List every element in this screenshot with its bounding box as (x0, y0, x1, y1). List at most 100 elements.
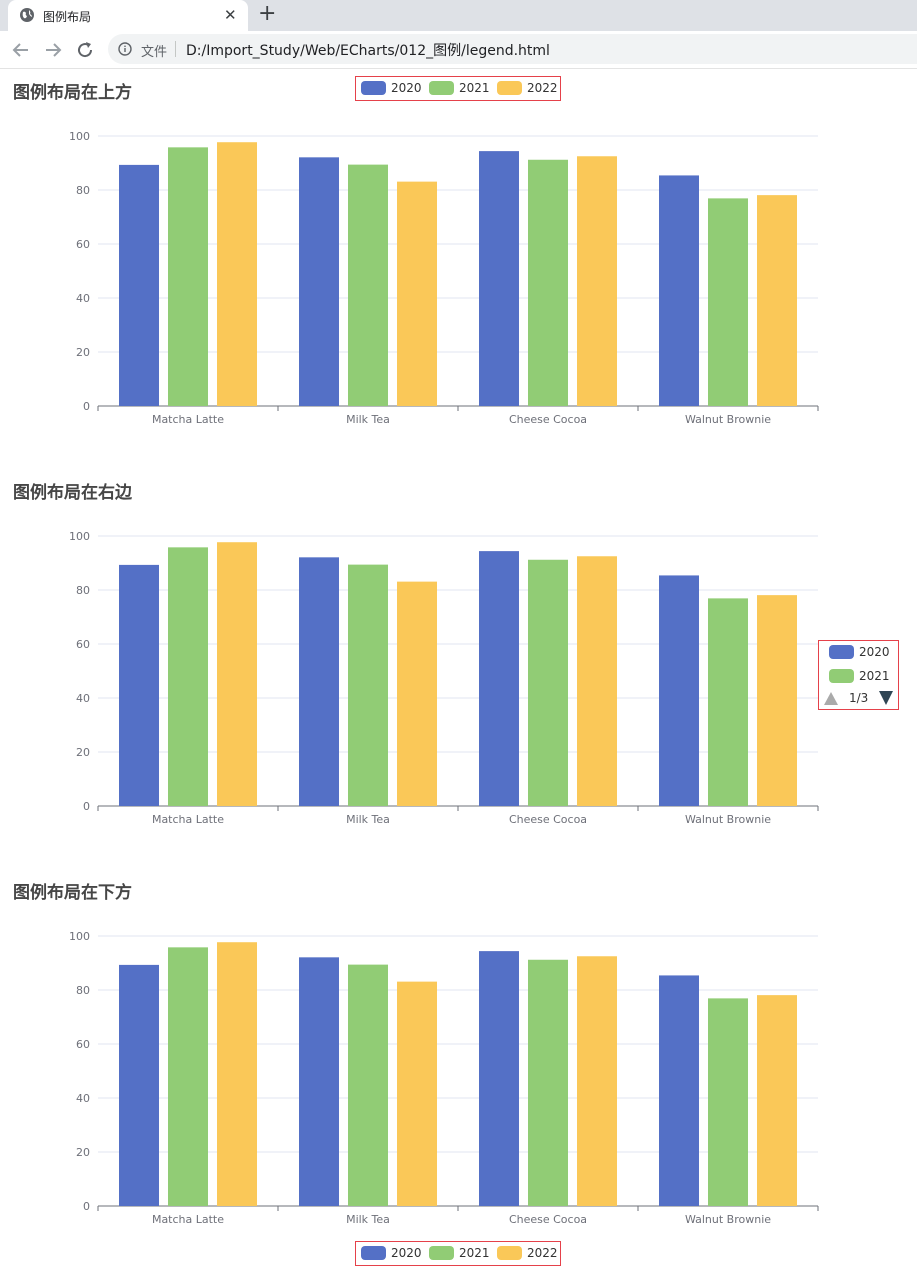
y-tick-label: 60 (76, 238, 90, 251)
legend-label: 2021 (459, 81, 490, 95)
x-tick-label: Walnut Brownie (685, 1213, 771, 1226)
bar-2021-3[interactable] (708, 998, 748, 1206)
bar-2022-2[interactable] (577, 156, 617, 406)
legend-label: 2020 (391, 1246, 422, 1260)
bar-2022-0[interactable] (217, 142, 257, 406)
legend-label: 2022 (527, 1246, 558, 1260)
bar-2020-3[interactable] (659, 175, 699, 406)
address-separator (175, 41, 176, 57)
legend-label: 2020 (391, 81, 422, 95)
plus-icon[interactable]: + (258, 1, 277, 26)
legend-swatch (429, 81, 454, 95)
y-tick-label: 80 (76, 984, 90, 997)
bar-2022-1[interactable] (397, 181, 437, 406)
legend-box: 2020 2021 2022 (355, 1241, 561, 1266)
reload-icon[interactable] (73, 38, 97, 62)
bar-2022-1[interactable] (397, 981, 437, 1206)
bar-2020-0[interactable] (119, 164, 159, 406)
x-tick-label: Milk Tea (346, 1213, 390, 1226)
y-tick-label: 100 (69, 930, 90, 943)
y-tick-label: 0 (83, 400, 90, 413)
legend-label: 2020 (859, 645, 890, 659)
legend-page-indicator: 1/3 (849, 691, 869, 705)
bar-2020-1[interactable] (299, 557, 339, 806)
bar-2022-3[interactable] (757, 995, 797, 1206)
chart-title: 图例布局在上方 (13, 83, 132, 103)
y-tick-label: 80 (76, 184, 90, 197)
bar-2020-2[interactable] (479, 151, 519, 406)
bar-2022-2[interactable] (577, 556, 617, 806)
y-tick-label: 20 (76, 746, 90, 759)
bar-2021-1[interactable] (348, 164, 388, 406)
chart-legend-top: 图例布局在上方 0 20 40 60 80 100 Matcha Latte Milk Tea… (0, 69, 917, 469)
legend-swatch (497, 81, 522, 95)
bar-2020-0[interactable] (119, 564, 159, 806)
globe-icon (20, 8, 34, 22)
y-tick-label: 80 (76, 584, 90, 597)
bar-2022-1[interactable] (397, 581, 437, 806)
bar-2021-1[interactable] (348, 964, 388, 1206)
forward-arrow-icon[interactable] (41, 38, 65, 62)
legend-label: 2021 (459, 1246, 490, 1260)
y-tick-label: 40 (76, 292, 90, 305)
bar-2020-2[interactable] (479, 551, 519, 806)
y-tick-label: 0 (83, 1200, 90, 1213)
bar-2022-3[interactable] (757, 595, 797, 806)
tab-bar: 图例布局 ✕ + (0, 0, 917, 31)
legend-box: 2020 2021 1/3 (818, 640, 899, 710)
x-tick-label: Matcha Latte (152, 813, 224, 826)
y-tick-label: 100 (69, 530, 90, 543)
bar-2021-0[interactable] (168, 947, 208, 1206)
bar-2020-0[interactable] (119, 964, 159, 1206)
bar-2021-0[interactable] (168, 147, 208, 406)
bar-2022-0[interactable] (217, 542, 257, 806)
bar-plot: 0 20 40 60 80 100 Matcha Latte Milk Tea Cheese C… (69, 130, 819, 426)
legend-label: 2022 (527, 81, 558, 95)
bar-2020-1[interactable] (299, 157, 339, 406)
bar-2021-1[interactable] (348, 564, 388, 806)
y-tick-label: 20 (76, 346, 90, 359)
bar-2022-0[interactable] (217, 942, 257, 1206)
bar-2021-2[interactable] (528, 959, 568, 1206)
page-up-icon[interactable] (823, 690, 839, 706)
legend-swatch (361, 81, 386, 95)
bar-2021-0[interactable] (168, 547, 208, 806)
bar-2021-3[interactable] (708, 598, 748, 806)
legend-box: 2020 2021 2022 (355, 76, 561, 101)
url-text[interactable]: D:/Import_Study/Web/ECharts/012_图例/legen… (186, 43, 550, 59)
x-tick-label: Walnut Brownie (685, 413, 771, 426)
x-tick-label: Walnut Brownie (685, 813, 771, 826)
chart-title: 图例布局在下方 (13, 883, 132, 903)
bar-2020-2[interactable] (479, 951, 519, 1206)
address-bar[interactable]: 文件 D:/Import_Study/Web/ECharts/012_图例/le… (108, 34, 917, 64)
legend-swatch (429, 1246, 454, 1260)
x-tick-label: Cheese Cocoa (509, 1213, 587, 1226)
info-icon[interactable] (118, 42, 132, 56)
y-tick-label: 60 (76, 1038, 90, 1051)
legend-swatch (829, 669, 854, 683)
close-icon[interactable]: ✕ (224, 6, 237, 24)
bar-2022-2[interactable] (577, 956, 617, 1206)
bar-2021-3[interactable] (708, 198, 748, 406)
y-tick-label: 40 (76, 1092, 90, 1105)
y-tick-label: 60 (76, 638, 90, 651)
bar-plot: 0 20 40 60 80 100 Matcha Latte Milk Tea Cheese C… (69, 930, 819, 1226)
back-arrow-icon[interactable] (9, 38, 33, 62)
legend-swatch (497, 1246, 522, 1260)
bar-2021-2[interactable] (528, 559, 568, 806)
file-scheme-label: 文件 (141, 45, 168, 60)
browser-tab[interactable]: 图例布局 ✕ (8, 0, 248, 31)
browser-toolbar: 文件 D:/Import_Study/Web/ECharts/012_图例/le… (0, 31, 917, 69)
bar-2022-3[interactable] (757, 195, 797, 406)
bar-2020-1[interactable] (299, 957, 339, 1206)
bar-plot: 0 20 40 60 80 100 Matcha Latte Milk Tea Cheese C… (69, 530, 819, 826)
y-tick-label: 40 (76, 692, 90, 705)
bar-2021-2[interactable] (528, 159, 568, 406)
legend-swatch (829, 645, 854, 659)
legend-swatch (361, 1246, 386, 1260)
x-tick-label: Matcha Latte (152, 1213, 224, 1226)
bar-2020-3[interactable] (659, 575, 699, 806)
chart-legend-right: 图例布局在右边 0 20 40 60 80 100 Matcha Latte Milk Tea… (0, 469, 917, 869)
page-down-icon[interactable] (878, 690, 894, 706)
bar-2020-3[interactable] (659, 975, 699, 1206)
